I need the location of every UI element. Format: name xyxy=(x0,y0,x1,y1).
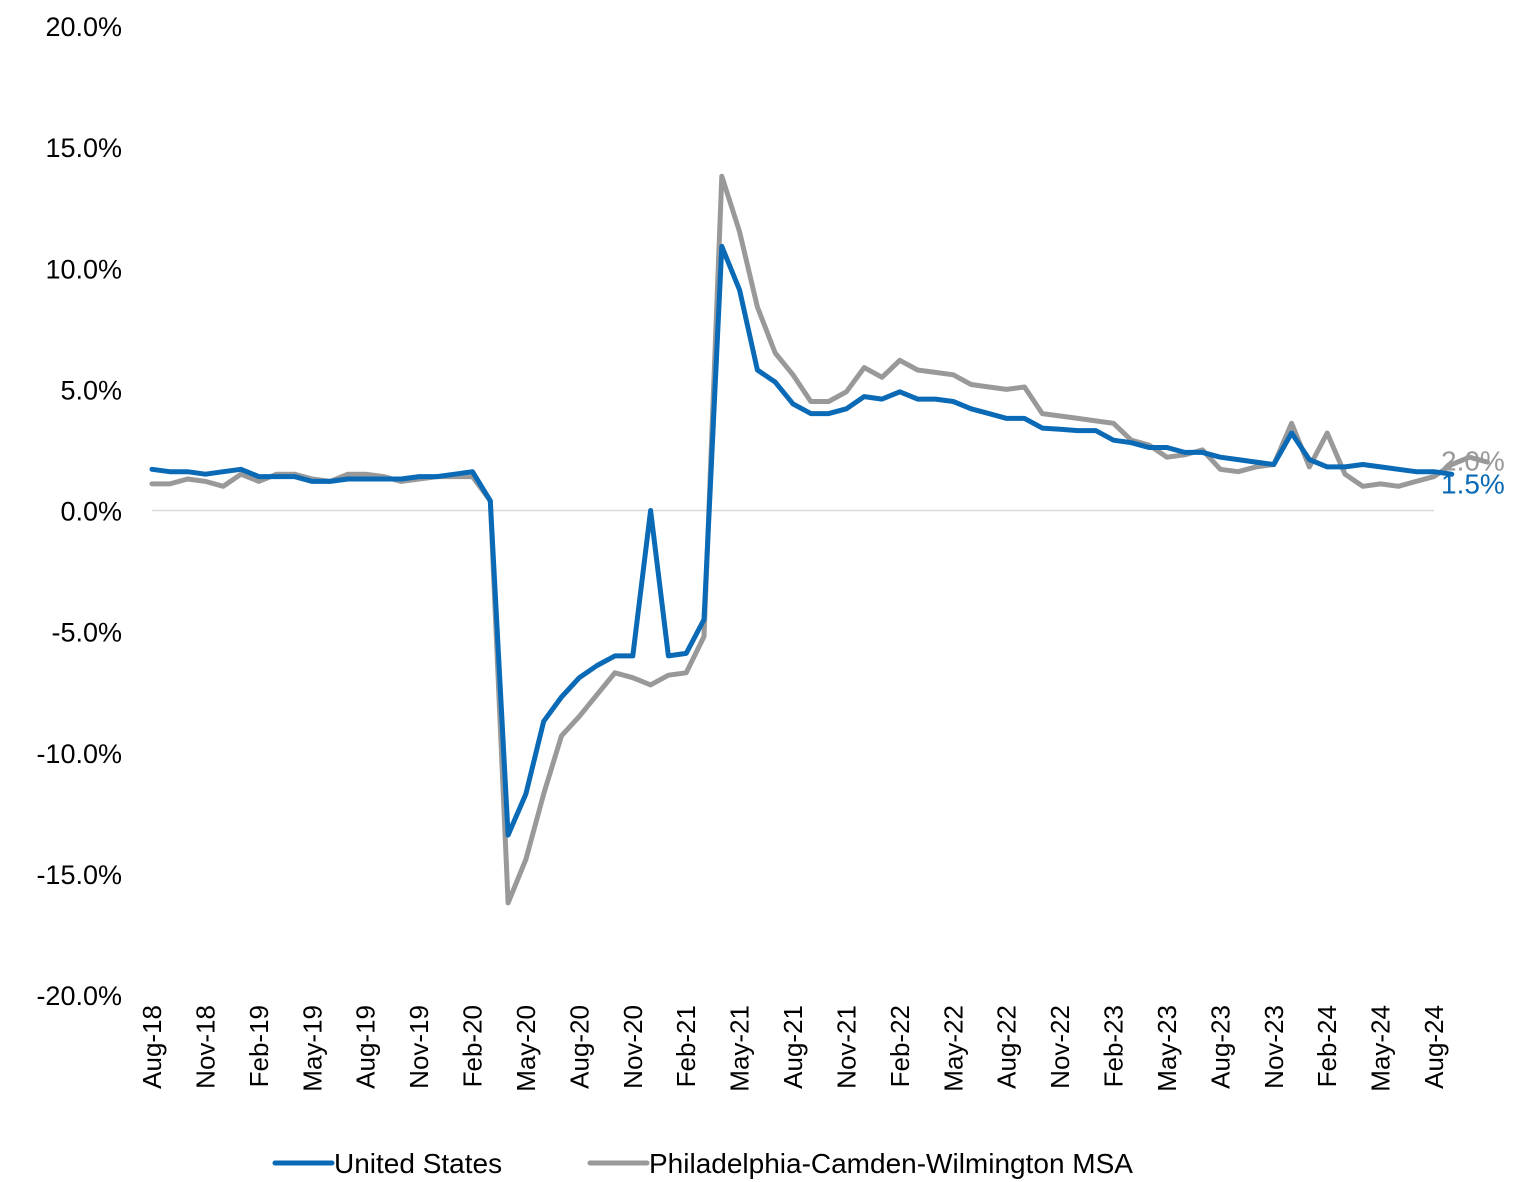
x-tick-label: Nov-19 xyxy=(404,1005,434,1089)
x-tick-label: Aug-18 xyxy=(137,1005,167,1089)
x-tick-label: Aug-24 xyxy=(1419,1005,1449,1089)
end-label-philadelphia: 2.0% xyxy=(1441,446,1505,477)
x-tick-label: Aug-20 xyxy=(564,1005,594,1089)
x-tick-label: Aug-23 xyxy=(1205,1005,1235,1089)
y-tick-label: -15.0% xyxy=(36,860,122,890)
x-tick-label: Nov-21 xyxy=(831,1005,861,1089)
x-tick-label: Feb-24 xyxy=(1312,1005,1342,1087)
y-tick-label: 20.0% xyxy=(45,12,122,42)
x-tick-label: Aug-21 xyxy=(778,1005,808,1089)
y-tick-label: 0.0% xyxy=(60,497,122,527)
x-tick-label: Nov-22 xyxy=(1045,1005,1075,1089)
x-tick-label: May-21 xyxy=(725,1005,755,1092)
x-tick-label: Aug-19 xyxy=(351,1005,381,1089)
y-axis: 20.0% 15.0% 10.0% 5.0% 0.0% -5.0% -10.0% -15.0%… xyxy=(36,12,122,1011)
series-layer xyxy=(149,173,1490,906)
x-tick-label: May-20 xyxy=(511,1005,541,1092)
y-tick-label: -20.0% xyxy=(36,981,122,1011)
series-line-united-states xyxy=(149,243,1455,838)
x-tick-label: Feb-22 xyxy=(885,1005,915,1087)
end-label-united-states: 1.5% xyxy=(1441,469,1505,500)
x-tick-label: May-24 xyxy=(1366,1005,1396,1092)
y-tick-label: -10.0% xyxy=(36,739,122,769)
x-tick-label: Feb-20 xyxy=(458,1005,488,1087)
x-tick-label: Nov-23 xyxy=(1259,1005,1289,1089)
x-tick-label: Feb-23 xyxy=(1099,1005,1129,1087)
y-tick-label: 15.0% xyxy=(45,133,122,163)
x-tick-label: Nov-20 xyxy=(618,1005,648,1089)
legend: United States Philadelphia-Camden-Wilming… xyxy=(272,1148,1133,1179)
legend-label: United States xyxy=(334,1148,502,1179)
y-tick-label: -5.0% xyxy=(51,618,122,648)
x-tick-label: May-19 xyxy=(297,1005,327,1092)
y-tick-label: 5.0% xyxy=(60,375,122,405)
x-tick-label: Feb-19 xyxy=(244,1005,274,1087)
y-tick-label: 10.0% xyxy=(45,254,122,284)
end-labels: 2.0%1.5% xyxy=(1441,446,1505,500)
x-tick-label: Feb-21 xyxy=(671,1005,701,1087)
legend-label: Philadelphia-Camden-Wilmington MSA xyxy=(649,1148,1133,1179)
series-line-philadelphia xyxy=(149,173,1490,906)
x-tick-label: May-22 xyxy=(938,1005,968,1092)
x-tick-label: May-23 xyxy=(1152,1005,1182,1092)
x-tick-label: Aug-22 xyxy=(992,1005,1022,1089)
x-tick-label: Nov-18 xyxy=(190,1005,220,1089)
x-axis: Aug-18 Nov-18 Feb-19 May-19 Aug-19 Nov-19 Feb-… xyxy=(137,1005,1449,1092)
